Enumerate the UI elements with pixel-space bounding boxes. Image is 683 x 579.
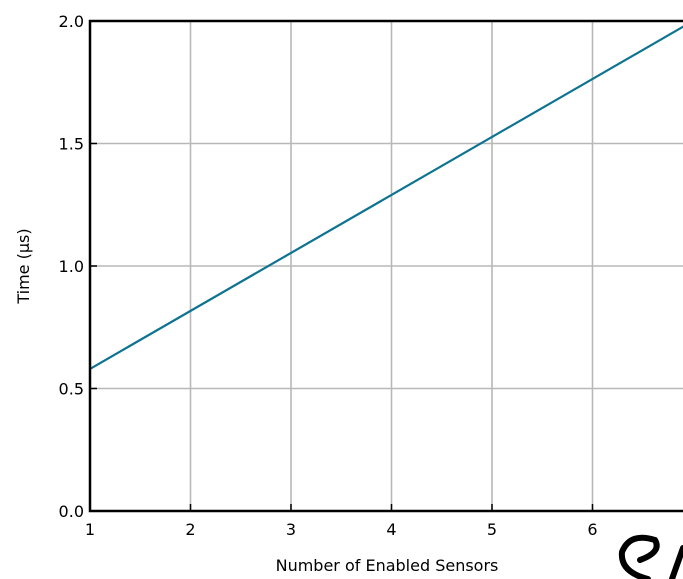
y-tick-label: 0.5 — [59, 380, 84, 399]
watermark-stroke-path-2 — [669, 545, 683, 579]
y-tick-label: 1.0 — [59, 257, 84, 276]
x-tick-label: 3 — [286, 520, 296, 539]
x-tick-label: 4 — [386, 520, 396, 539]
y-tick-label: 1.5 — [59, 135, 84, 154]
y-tick-label: 0.0 — [59, 502, 84, 521]
series-layer — [89, 25, 683, 370]
x-axis-label: Number of Enabled Sensors — [276, 556, 499, 575]
x-tick-label: 5 — [487, 520, 497, 539]
tick-labels: 12345670.00.51.01.52.0 — [59, 12, 598, 539]
x-tick-label: 2 — [185, 520, 195, 539]
watermark-stroke-path — [618, 534, 660, 579]
y-axis-label: Time (µs) — [14, 228, 33, 304]
series-line — [89, 25, 683, 370]
x-tick-label: 6 — [587, 520, 597, 539]
y-tick-label: 2.0 — [59, 12, 84, 31]
grid — [89, 20, 683, 512]
x-tick-label: 1 — [85, 520, 95, 539]
watermark-stroke — [618, 534, 683, 579]
